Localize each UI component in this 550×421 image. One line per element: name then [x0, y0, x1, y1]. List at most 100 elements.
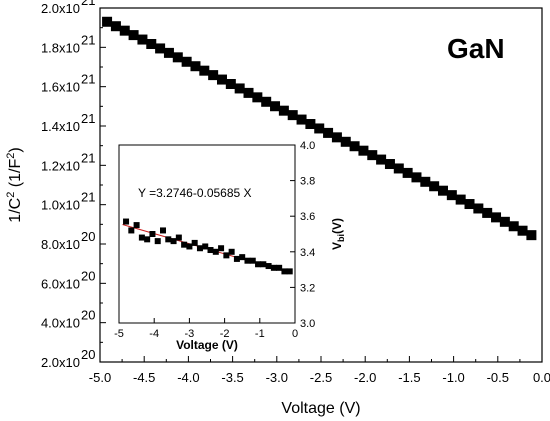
inset-x-ticks: -5 -4 -3 -2 -1 0: [114, 318, 298, 340]
main-y-tick-label: 2.0x10: [41, 355, 80, 370]
main-y-tick-label: 1.2x10: [41, 158, 80, 173]
main-y-tick-exponent: 21: [81, 190, 95, 205]
inset-x-tick-label: -4: [149, 328, 159, 340]
main-data-point: [402, 167, 413, 178]
inset-data-point: [181, 241, 188, 248]
inset-x-tick-label: 0: [292, 328, 298, 340]
inset-data-point: [233, 255, 240, 262]
inset-y-ticks: 3.0 3.2 3.4 3.6 3.8 4.0: [290, 140, 315, 330]
inset-data-point: [123, 218, 130, 225]
main-y-tick-exponent: 20: [81, 308, 95, 323]
main-data-point: [102, 16, 113, 27]
main-data-point: [411, 172, 422, 183]
inset-data-point: [202, 243, 209, 250]
inset-x-tick-label: -3: [185, 328, 195, 340]
gan-label: GaN: [447, 33, 505, 64]
inset-y-axis-label: Vbi(V): [330, 218, 346, 250]
inset-data-point: [239, 254, 246, 261]
main-data-point: [243, 87, 254, 98]
inset-data-point: [223, 252, 230, 259]
main-data-point: [429, 181, 440, 192]
inset-data-point: [128, 227, 135, 234]
inset-data-point: [160, 227, 166, 234]
main-y-axis-label: 1/C2 (1/F2): [5, 147, 24, 222]
main-data-point: [146, 38, 157, 49]
inset-y-tick-label: 3.6: [300, 211, 315, 223]
main-data-points: [102, 16, 537, 241]
inset-data-point: [249, 257, 256, 264]
main-x-tick-label: -3.5: [221, 370, 243, 385]
inset-data-points: [123, 218, 293, 275]
main-data-point: [137, 34, 148, 45]
main-data-point: [376, 154, 387, 165]
main-y-tick-exponent: 20: [81, 229, 95, 244]
inset-data-point: [286, 268, 293, 275]
inset-data-point: [255, 261, 262, 268]
inset-data-point: [196, 245, 203, 252]
main-data-point: [358, 145, 369, 156]
inset-data-point: [175, 234, 182, 241]
main-y-tick-label: 1.4x10: [41, 119, 80, 134]
main-data-point: [482, 207, 493, 218]
main-data-point: [464, 199, 475, 210]
main-y-tick-exponent: 20: [81, 347, 95, 362]
inset-x-tick-label: -1: [255, 328, 265, 340]
main-y-tick-label: 8.0x10: [41, 237, 80, 252]
main-y-tick-label: 1.0x10: [41, 198, 80, 213]
main-data-point: [270, 101, 281, 112]
inset-data-point: [138, 234, 145, 241]
main-data-point: [278, 105, 289, 116]
main-y-tick-exponent: 21: [81, 111, 95, 126]
main-x-axis-label: Voltage (V): [281, 400, 360, 417]
inset-data-point: [218, 245, 225, 252]
main-x-tick-label: -2.5: [310, 370, 332, 385]
inset-data-point: [265, 263, 272, 270]
main-y-tick-label: 1.6x10: [41, 80, 80, 95]
main-data-point: [234, 83, 245, 94]
main-data-point: [437, 185, 448, 196]
main-data-point: [384, 159, 395, 170]
main-y-tick-exponent: 21: [81, 72, 95, 87]
inset-y-tick-label: 4.0: [300, 140, 315, 152]
main-data-point: [261, 96, 272, 107]
main-data-point: [287, 110, 298, 121]
main-data-point: [163, 47, 174, 58]
main-data-point: [172, 52, 183, 63]
main-data-point: [526, 230, 537, 241]
main-data-point: [491, 212, 502, 223]
inset-data-point: [281, 268, 288, 275]
inset-data-point: [270, 264, 277, 271]
main-data-point: [296, 114, 307, 125]
main-data-point: [190, 61, 201, 72]
main-y-tick-exponent: 21: [81, 32, 95, 47]
inset-y-tick-label: 3.0: [300, 318, 315, 330]
main-data-point: [323, 127, 334, 138]
main-data-point: [393, 163, 404, 174]
inset-data-point: [170, 238, 177, 245]
main-x-ticks: -5.0 -4.5 -4.0 -3.5 -3.0 -2.5 -2.0 -1.5 -1.0 -0.5…: [89, 356, 550, 385]
main-data-point: [225, 79, 236, 90]
inset-data-point: [244, 257, 251, 264]
main-y-tick-exponent: 20: [81, 268, 95, 283]
main-x-tick-label: -4.5: [133, 370, 155, 385]
main-x-tick-label: -2.0: [354, 370, 376, 385]
inset-data-point: [144, 236, 151, 243]
main-data-point: [331, 132, 342, 143]
main-y-ticks: 2.0x10204.0x10206.0x10208.0x10201.0x1021…: [41, 0, 106, 370]
main-x-tick-label: -4.0: [177, 370, 199, 385]
inset-y-tick-label: 3.8: [300, 176, 315, 188]
main-data-point: [455, 194, 466, 205]
inset-data-point: [207, 247, 214, 254]
inset-data-point: [260, 261, 267, 268]
inset-x-tick-label: -2: [220, 328, 230, 340]
inset-data-point: [191, 239, 198, 246]
inset-data-point: [228, 248, 235, 255]
inset-frame: [118, 144, 296, 324]
inset-data-point: [276, 264, 283, 271]
inset-data-point: [212, 248, 219, 255]
main-data-point: [155, 43, 166, 54]
main-data-point: [208, 70, 219, 81]
main-data-point: [199, 65, 210, 76]
main-data-point: [314, 123, 325, 134]
main-y-tick-exponent: 21: [81, 0, 95, 8]
